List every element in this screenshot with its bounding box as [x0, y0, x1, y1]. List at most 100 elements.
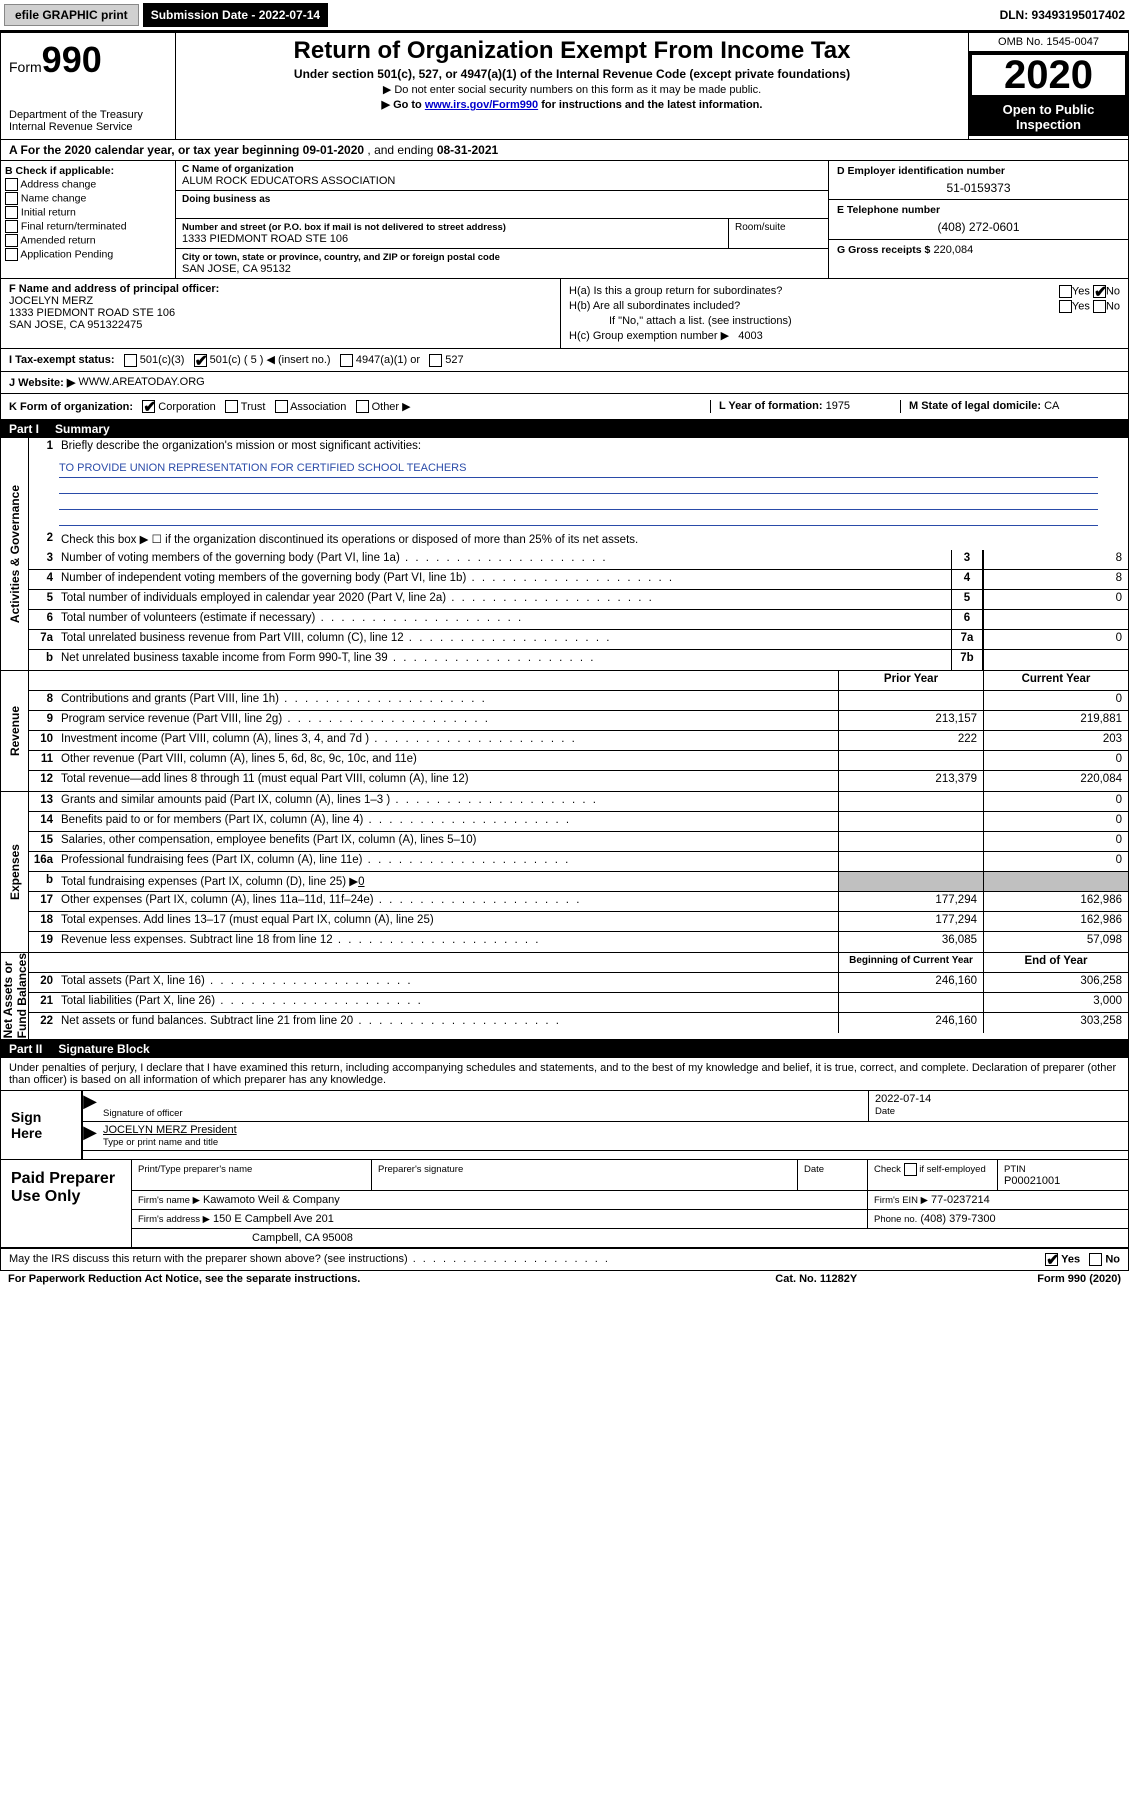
- a-begin: 09-01-2020: [303, 143, 364, 157]
- prep-h4-pre: Check: [874, 1164, 901, 1175]
- c15: 0: [983, 832, 1128, 851]
- hdr-curr: Current Year: [983, 671, 1128, 690]
- ha-no-lbl: No: [1106, 285, 1120, 297]
- p15: [838, 832, 983, 851]
- l-val: 1975: [826, 400, 850, 412]
- c9: 219,881: [983, 711, 1128, 730]
- ck-trust[interactable]: [225, 400, 238, 413]
- ck-assoc[interactable]: [275, 400, 288, 413]
- k-corp: Corporation: [158, 401, 215, 413]
- m-lbl: M State of legal domicile:: [909, 400, 1041, 412]
- line3: Number of voting members of the governin…: [57, 550, 951, 569]
- irs-link[interactable]: www.irs.gov/Form990: [425, 99, 538, 111]
- sig-arrow2-icon: ▶: [83, 1122, 97, 1150]
- sig-declaration: Under penalties of perjury, I declare th…: [1, 1058, 1128, 1091]
- p8: [838, 691, 983, 710]
- v4: 8: [983, 570, 1128, 589]
- form-title: Return of Organization Exempt From Incom…: [184, 37, 960, 65]
- ck-discuss-yes[interactable]: [1045, 1253, 1058, 1266]
- f-lbl: F Name and address of principal officer:: [9, 283, 219, 295]
- firm-addr1: 150 E Campbell Ave 201: [213, 1213, 334, 1225]
- c18: 162,986: [983, 912, 1128, 931]
- ck-application-pending[interactable]: Application Pending: [5, 248, 171, 261]
- ck-other[interactable]: [356, 400, 369, 413]
- ha-no[interactable]: [1093, 285, 1106, 298]
- c-name-lbl: C Name of organization: [182, 164, 822, 175]
- ein-lbl: D Employer identification number: [837, 165, 1120, 177]
- j-lbl: J Website: ▶: [9, 376, 75, 389]
- ck-address-change[interactable]: Address change: [5, 178, 171, 191]
- sig-name: JOCELYN MERZ President: [103, 1124, 237, 1136]
- line16a: Professional fundraising fees (Part IX, …: [57, 852, 838, 871]
- a-mid: , and ending: [367, 143, 436, 157]
- c19: 57,098: [983, 932, 1128, 952]
- b-final: Final return/terminated: [21, 220, 127, 232]
- header-right: OMB No. 1545-0047 2020 Open to Public In…: [968, 33, 1128, 139]
- p13: [838, 792, 983, 811]
- firm-phone: (408) 379-7300: [920, 1213, 995, 1225]
- ck-initial-return[interactable]: Initial return: [5, 206, 171, 219]
- gross-val: 220,084: [933, 244, 973, 256]
- k-assoc: Association: [290, 401, 346, 413]
- ck-name-change[interactable]: Name change: [5, 192, 171, 205]
- hb-no-lbl: No: [1106, 300, 1120, 312]
- omb-number: OMB No. 1545-0047: [969, 33, 1128, 52]
- line9: Program service revenue (Part VIII, line…: [57, 711, 838, 730]
- room-lbl: Room/suite: [728, 219, 828, 248]
- p19: 36,085: [838, 932, 983, 952]
- line1-desc: Briefly describe the organization's miss…: [57, 438, 1128, 458]
- section-h: H(a) Is this a group return for subordin…: [561, 279, 1128, 348]
- officer-addr1: 1333 PIEDMONT ROAD STE 106: [9, 307, 175, 319]
- sig-arrow-icon: ▶: [83, 1091, 97, 1121]
- line16b: Total fundraising expenses (Part IX, col…: [57, 872, 838, 891]
- section-i: I Tax-exempt status: 501(c)(3) 501(c) ( …: [1, 349, 1128, 372]
- efile-print-button[interactable]: efile GRAPHIC print: [4, 4, 139, 26]
- hb-question: H(b) Are all subordinates included?: [569, 300, 740, 313]
- section-f: F Name and address of principal officer:…: [1, 279, 561, 348]
- line6: Total number of volunteers (estimate if …: [57, 610, 951, 629]
- ck-corp[interactable]: [142, 400, 155, 413]
- discuss-yes: Yes: [1061, 1253, 1080, 1265]
- part1-title: Summary: [55, 422, 110, 436]
- summary-na: Net Assets or Fund Balances Beginning of…: [1, 953, 1128, 1039]
- ein-lbl2: Firm's EIN ▶: [874, 1195, 928, 1206]
- website-val: WWW.AREATODAY.ORG: [78, 376, 204, 388]
- pra-notice: For Paperwork Reduction Act Notice, see …: [8, 1273, 775, 1285]
- ck-501c3[interactable]: [124, 354, 137, 367]
- c14: 0: [983, 812, 1128, 831]
- toolbar: efile GRAPHIC print Submission Date - 20…: [0, 0, 1129, 32]
- c13: 0: [983, 792, 1128, 811]
- ck-527[interactable]: [429, 354, 442, 367]
- ha-yes[interactable]: [1059, 285, 1072, 298]
- line19: Revenue less expenses. Subtract line 18 …: [57, 932, 838, 952]
- form-num: 990: [42, 39, 102, 80]
- k-lbl: K Form of organization:: [9, 401, 133, 413]
- p18: 177,294: [838, 912, 983, 931]
- b-app: Application Pending: [20, 248, 113, 260]
- hb-yes[interactable]: [1059, 300, 1072, 313]
- hb-no[interactable]: [1093, 300, 1106, 313]
- submission-date: Submission Date - 2022-07-14: [143, 3, 328, 27]
- sections-d-e-g: D Employer identification number 51-0159…: [828, 161, 1128, 278]
- section-b: B Check if applicable: Address change Na…: [1, 161, 176, 278]
- vtab-rev: Revenue: [1, 671, 29, 791]
- summary-exp: Expenses 13Grants and similar amounts pa…: [1, 792, 1128, 953]
- ck-amended[interactable]: Amended return: [5, 234, 171, 247]
- ck-final-return[interactable]: Final return/terminated: [5, 220, 171, 233]
- b-name: Name change: [21, 192, 86, 204]
- street-val: 1333 PIEDMONT ROAD STE 106: [182, 233, 722, 245]
- c21: 3,000: [983, 993, 1128, 1012]
- firm-lbl: Firm's name ▶: [138, 1195, 200, 1206]
- ck-501c[interactable]: [194, 354, 207, 367]
- line22: Net assets or fund balances. Subtract li…: [57, 1013, 838, 1033]
- discuss-row: May the IRS discuss this return with the…: [1, 1249, 1128, 1270]
- line10: Investment income (Part VIII, column (A)…: [57, 731, 838, 750]
- vtab-na: Net Assets or Fund Balances: [1, 953, 29, 1038]
- l16b-val: 0: [358, 876, 364, 888]
- ck-self-employed[interactable]: [904, 1163, 917, 1176]
- firm-addr-lbl: Firm's address ▶: [138, 1214, 210, 1225]
- ck-4947[interactable]: [340, 354, 353, 367]
- ck-discuss-no[interactable]: [1089, 1253, 1102, 1266]
- firm-addr2: Campbell, CA 95008: [132, 1229, 1128, 1247]
- p9: 213,157: [838, 711, 983, 730]
